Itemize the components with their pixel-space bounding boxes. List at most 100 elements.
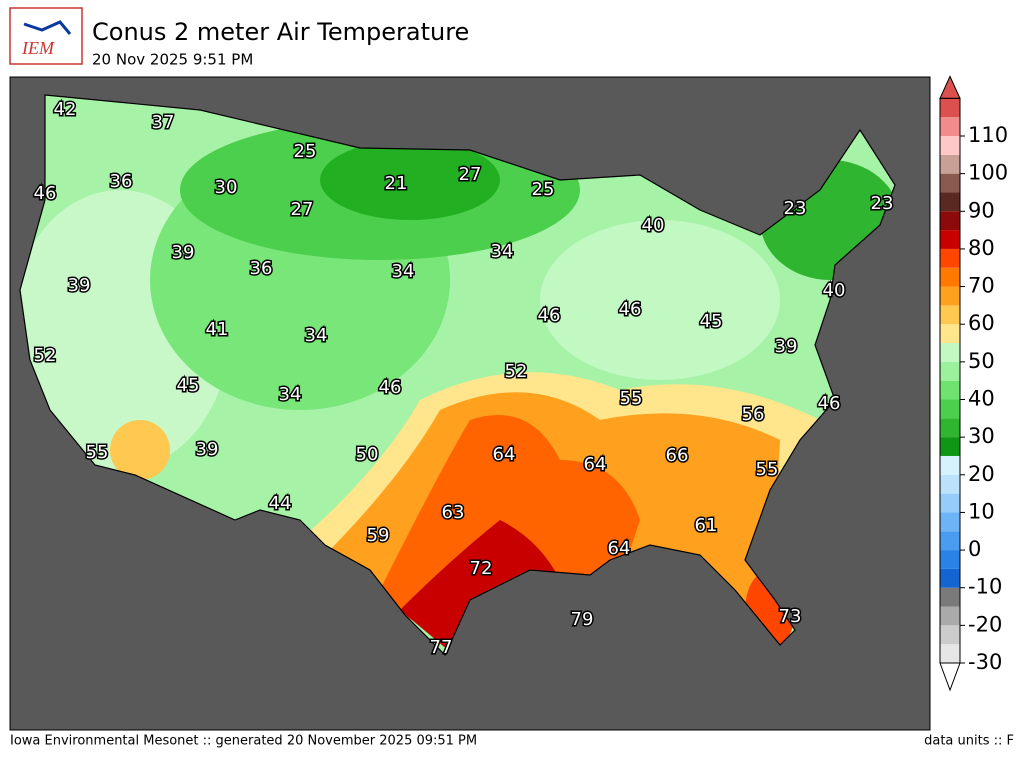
station-value: 73 xyxy=(779,606,802,627)
colorbar-tick-label: 60 xyxy=(968,311,995,335)
colorbar-segment xyxy=(940,173,960,193)
colorbar-tick-label: 40 xyxy=(968,387,995,411)
station-value: 39 xyxy=(172,242,195,263)
station-value: 79 xyxy=(571,609,594,630)
colorbar-segment xyxy=(940,625,960,645)
station-value: 64 xyxy=(608,538,631,559)
colorbar-segment xyxy=(940,493,960,513)
station-labels: 42 37 25 21 27 25 46 36 30 27 40 23 23 39 36 34 34 39 40 41… xyxy=(32,98,895,660)
station-value: 61 xyxy=(695,515,718,536)
station-value: 23 xyxy=(784,198,807,219)
colorbar-segment xyxy=(940,117,960,136)
colorbar-tick-label: 0 xyxy=(968,537,981,561)
colorbar-segment xyxy=(940,136,960,155)
station-value: 55 xyxy=(620,388,643,409)
colorbar-segment xyxy=(940,286,960,306)
station-value: 34 xyxy=(305,325,328,346)
colorbar-segment xyxy=(940,606,960,626)
station-value: 64 xyxy=(493,444,516,465)
station-value: 42 xyxy=(54,99,77,120)
colorbar-segment xyxy=(940,474,960,494)
station-value: 39 xyxy=(196,439,219,460)
colorbar-segment xyxy=(940,587,960,607)
station-value: 56 xyxy=(742,404,765,425)
station-value: 45 xyxy=(700,311,723,332)
colorbar-arrow-bottom xyxy=(939,662,961,692)
station-value: 46 xyxy=(379,377,402,398)
colorbar-segment xyxy=(940,512,960,532)
station-value: 34 xyxy=(279,384,302,405)
colorbar-segment xyxy=(940,305,960,325)
colorbar-segment xyxy=(940,361,960,381)
station-value: 41 xyxy=(206,319,229,340)
colorbar-tick-label: 10 xyxy=(968,499,995,523)
colorbar-segment xyxy=(940,418,960,438)
station-value: 40 xyxy=(823,280,846,301)
station-value: 25 xyxy=(532,179,555,200)
station-value: 59 xyxy=(367,525,390,546)
colorbar-segment xyxy=(940,437,960,456)
colorbar-segment xyxy=(940,455,960,475)
title: Conus 2 meter Air Temperature xyxy=(92,18,469,46)
station-value: 34 xyxy=(491,241,514,262)
colorbar-tick-label: 70 xyxy=(968,274,995,298)
station-value: 64 xyxy=(584,454,607,475)
colorbar-tick-label: 50 xyxy=(968,349,995,373)
colorbar-tick-label: -10 xyxy=(968,575,1002,599)
logo-frame xyxy=(9,7,83,65)
field-dakotas xyxy=(320,140,500,220)
colorbar-segment xyxy=(940,531,960,551)
colorbar-segment xyxy=(940,267,960,287)
logo: IEM xyxy=(9,7,83,65)
subtitle: 20 Nov 2025 9:51 PM xyxy=(92,51,253,69)
colorbar-tick-label: 80 xyxy=(968,236,995,260)
station-value: 77 xyxy=(430,637,453,658)
colorbar-segment xyxy=(940,211,960,231)
station-value: 37 xyxy=(152,112,175,133)
station-value: 63 xyxy=(442,502,465,523)
field-desert xyxy=(110,420,170,480)
station-value: 40 xyxy=(642,215,665,236)
station-value: 46 xyxy=(538,305,561,326)
colorbar-segment xyxy=(940,154,960,174)
colorbar-segment xyxy=(940,399,960,419)
colorbar-segment xyxy=(940,248,960,268)
colorbar-tick-label: -20 xyxy=(968,612,1002,636)
colorbar-segment xyxy=(940,568,960,588)
station-value: 46 xyxy=(34,183,57,204)
station-value: 72 xyxy=(470,558,493,579)
field-midwest xyxy=(540,220,780,380)
colorbar-segment xyxy=(940,343,960,362)
station-value: 46 xyxy=(619,299,642,320)
logo-mark xyxy=(23,20,72,35)
station-value: 21 xyxy=(385,173,408,194)
station-value: 55 xyxy=(86,442,109,463)
station-value: 36 xyxy=(250,258,273,279)
station-value: 23 xyxy=(871,193,894,214)
colorbar-segment xyxy=(940,550,960,569)
station-value: 27 xyxy=(291,199,314,220)
station-value: 39 xyxy=(68,275,91,296)
station-value: 44 xyxy=(269,493,292,514)
station-value: 27 xyxy=(459,164,482,185)
colorbar-segment xyxy=(940,192,960,212)
footer-right: data units :: F xyxy=(924,734,1014,749)
logo-text: IEM xyxy=(21,38,55,58)
station-value: 39 xyxy=(775,336,798,357)
station-value: 66 xyxy=(666,445,689,466)
colorbar-tick-label: 110 xyxy=(968,123,1008,147)
station-value: 50 xyxy=(356,444,379,465)
station-value: 45 xyxy=(177,375,200,396)
colorbar-tick-label: 90 xyxy=(968,198,995,222)
footer-left: Iowa Environmental Mesonet :: generated … xyxy=(10,734,477,749)
colorbar: -30 -20 -10 0 10 20 30 40 50 60 70 80 90 100 110 xyxy=(939,75,1008,692)
colorbar-tick-label: -30 xyxy=(968,650,1002,674)
colorbar-tick-label: 30 xyxy=(968,424,995,448)
colorbar-segment xyxy=(940,324,960,344)
station-value: 25 xyxy=(294,141,317,162)
colorbar-tick-label: 20 xyxy=(968,462,995,486)
station-value: 52 xyxy=(34,345,57,366)
colorbar-segment xyxy=(940,380,960,400)
